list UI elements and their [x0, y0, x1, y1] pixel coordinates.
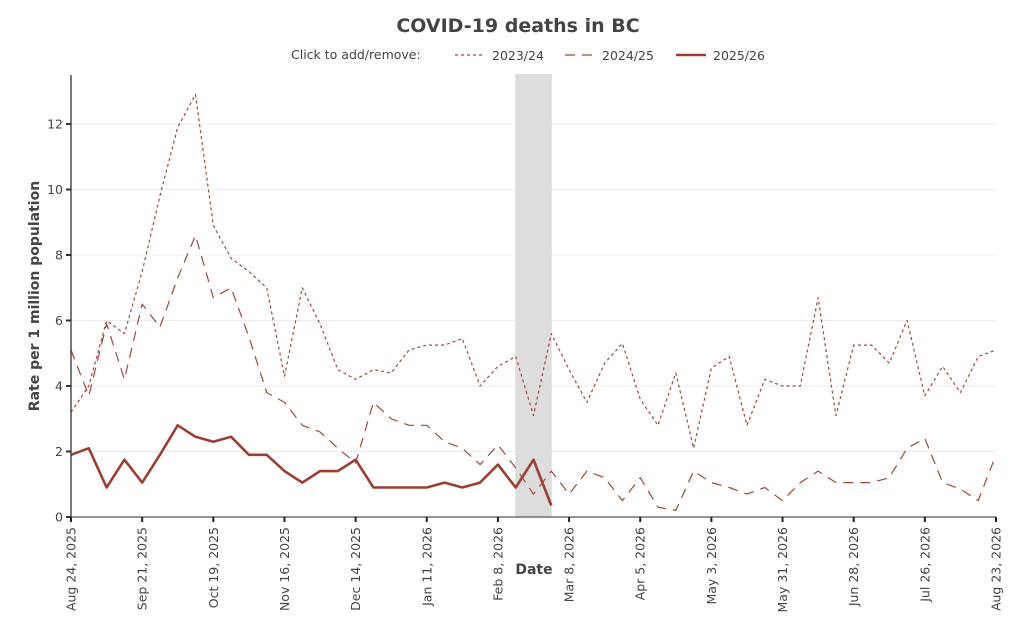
x-tick-label: Sep 21, 2025 — [135, 527, 150, 610]
x-tick-label: Feb 8, 2026 — [490, 527, 505, 601]
legend-item-2025-26[interactable]: 2025/26 — [676, 48, 765, 63]
x-tick-label: Apr 5, 2026 — [633, 527, 648, 600]
x-tick-label: Oct 19, 2025 — [206, 527, 221, 608]
series-line-2023-24[interactable] — [70, 93, 997, 449]
x-tick-label: Dec 14, 2025 — [348, 527, 363, 611]
y-tick-label: 8 — [55, 248, 63, 263]
x-tick-label: Aug 23, 2026 — [989, 527, 1004, 611]
legend-label: 2025/26 — [713, 48, 765, 63]
x-tick-label: May 3, 2026 — [704, 527, 719, 605]
x-tick-label: Jul 26, 2026 — [917, 527, 932, 603]
legend-item-2024-25[interactable]: 2024/25 — [565, 48, 654, 63]
y-axis-title: Rate per 1 million population — [27, 181, 43, 411]
series-line-2024-25[interactable] — [70, 234, 997, 511]
legend-prompt: Click to add/remove: — [291, 47, 421, 62]
y-tick-label: 12 — [47, 117, 63, 132]
legend-label: 2024/25 — [602, 48, 654, 63]
chart-title: COVID-19 deaths in BC — [396, 15, 639, 37]
series-line-2025-26[interactable] — [70, 423, 553, 506]
legend: Click to add/remove: 2023/24 2024/25 2025/… — [291, 47, 765, 63]
y-tick-label: 10 — [47, 182, 63, 197]
x-axis-title: Date — [515, 562, 552, 578]
y-tick-label: 0 — [55, 510, 63, 525]
series-layer — [70, 93, 997, 511]
legend-item-2023-24[interactable]: 2023/24 — [455, 48, 544, 63]
x-tick-label: Mar 8, 2026 — [562, 527, 577, 602]
x-tick-label: Aug 24, 2025 — [64, 527, 79, 611]
x-tick-label: Jun 28, 2026 — [846, 527, 861, 607]
x-tick-label: Jan 11, 2026 — [419, 527, 434, 607]
x-tick-label: May 31, 2026 — [775, 527, 790, 613]
y-tick-label: 4 — [55, 379, 63, 394]
y-tick-label: 2 — [55, 444, 63, 459]
x-tick-label: Nov 16, 2025 — [277, 527, 292, 611]
shaded-region — [515, 74, 552, 517]
y-tick-label: 6 — [55, 313, 63, 328]
legend-label: 2023/24 — [492, 48, 544, 63]
axes: 0 2 4 6 8 10 12 Aug 24, 2025 Sep 21, 2025 Oct 19,… — [47, 75, 1004, 613]
